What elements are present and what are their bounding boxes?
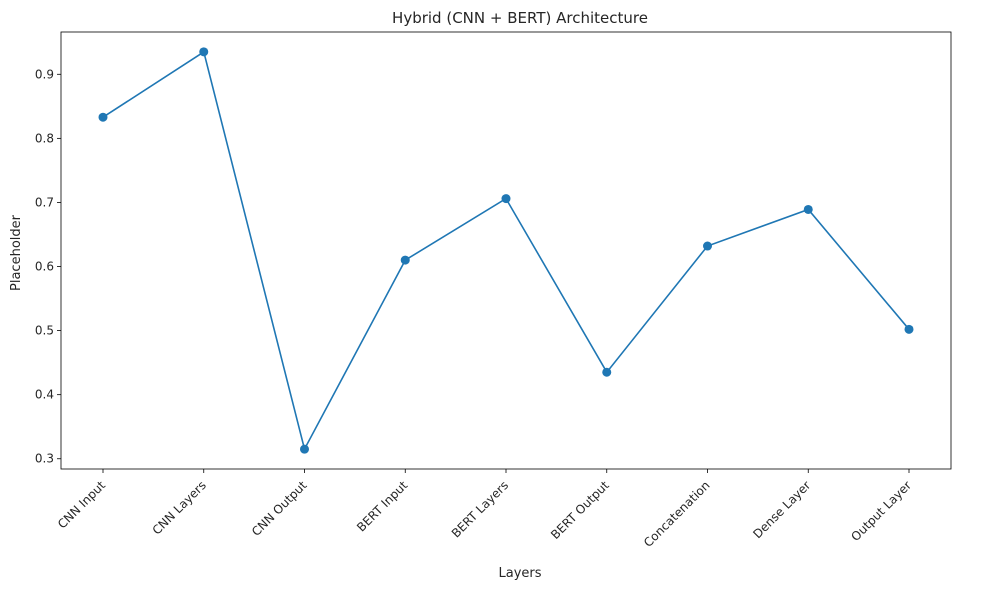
series-layer	[98, 47, 914, 454]
y-axis: 0.3 0.4 0.5 0.6 0.7 0.8 0.9	[35, 67, 61, 466]
y-tick-label: 0.9	[35, 67, 54, 81]
data-point	[803, 204, 813, 214]
data-point	[400, 255, 410, 265]
y-tick-label: 0.6	[35, 260, 54, 274]
y-axis-label: Placeholder	[9, 214, 24, 291]
data-point	[300, 444, 309, 454]
data-point	[602, 367, 612, 377]
chart-title: Hybrid (CNN + BERT) Architecture	[392, 9, 648, 27]
data-point	[501, 194, 511, 204]
x-axis-label: Layers	[498, 566, 541, 581]
data-point	[904, 324, 914, 334]
data-point	[98, 112, 108, 122]
plot-frame	[60, 31, 952, 470]
y-tick-label: 0.3	[35, 452, 54, 466]
data-point	[199, 47, 209, 57]
plot-area	[60, 31, 952, 470]
data-point	[703, 241, 712, 251]
y-tick-label: 0.8	[35, 131, 54, 145]
y-tick-label: 0.7	[35, 195, 54, 209]
y-tick-label: 0.4	[35, 388, 54, 402]
y-tick-label: 0.5	[35, 324, 54, 338]
